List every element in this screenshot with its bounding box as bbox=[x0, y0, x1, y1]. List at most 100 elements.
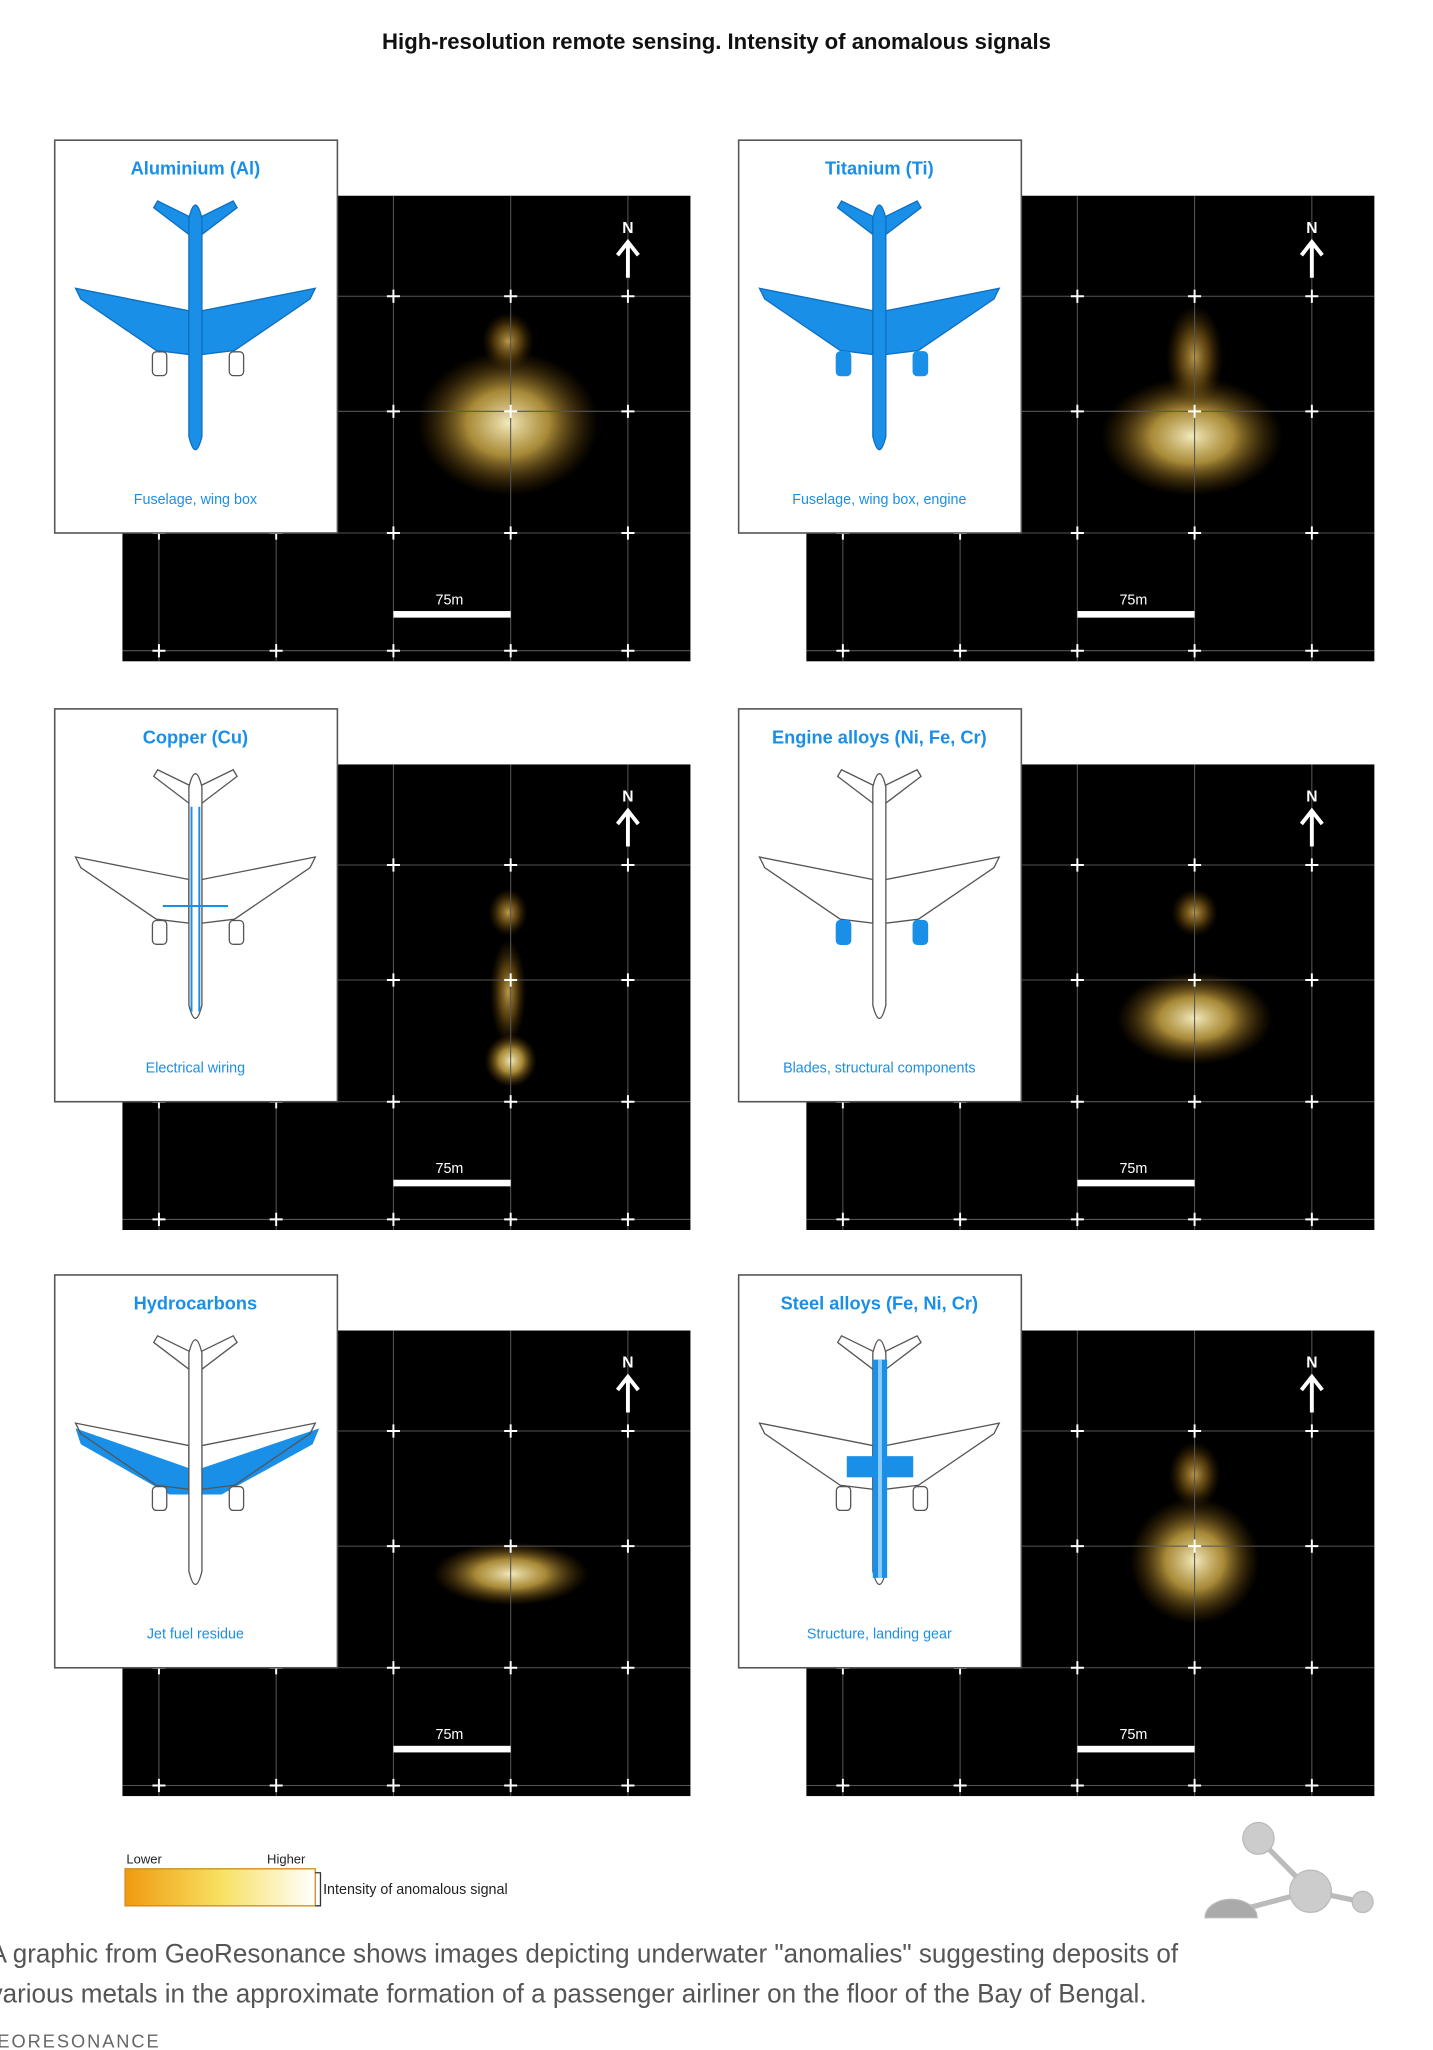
grid-cross bbox=[269, 644, 283, 658]
grid-cross bbox=[621, 1778, 635, 1793]
panel: N 75m Copper (Cu) Electrical wiring bbox=[53, 708, 691, 1230]
grid-cross bbox=[1188, 1095, 1202, 1109]
grid-cross bbox=[1305, 858, 1319, 872]
north-arrow bbox=[1299, 238, 1324, 278]
engine bbox=[835, 1485, 852, 1512]
airplane bbox=[74, 768, 317, 1020]
grid-cross bbox=[621, 644, 635, 658]
grid-cross bbox=[1070, 1212, 1084, 1227]
grid-cross bbox=[1070, 289, 1084, 303]
grid-cross bbox=[1070, 858, 1084, 872]
engine bbox=[151, 919, 168, 945]
grid-cross bbox=[1188, 1661, 1202, 1675]
grid-cross bbox=[386, 1095, 400, 1109]
grid-cross bbox=[1070, 644, 1084, 658]
north-arrow bbox=[615, 807, 640, 847]
airplane bbox=[758, 1334, 1001, 1586]
legend: Lower Higher Intensity of anomalous sign… bbox=[124, 1851, 508, 1907]
title: High-resolution remote sensing. Intensit… bbox=[382, 29, 1051, 54]
grid-cross bbox=[1070, 1095, 1084, 1109]
scale-bar bbox=[393, 611, 511, 618]
grid-cross bbox=[1305, 644, 1319, 658]
grid-cross bbox=[152, 1212, 166, 1227]
airplane bbox=[758, 200, 1001, 451]
element-name: Engine alloys (Ni, Fe, Cr) bbox=[772, 726, 987, 747]
panel: N 75m Aluminium (Al) Fuselage, wing box bbox=[53, 139, 691, 662]
highlight bbox=[878, 1359, 882, 1578]
grid-cross bbox=[152, 644, 166, 658]
element-description: Structure, landing gear bbox=[807, 1627, 952, 1643]
engine bbox=[228, 351, 245, 377]
grid-cross bbox=[269, 1212, 283, 1227]
engine bbox=[912, 1485, 929, 1512]
grid-cross bbox=[621, 289, 635, 303]
grid-cross bbox=[386, 526, 400, 540]
anomaly-glow bbox=[416, 350, 600, 496]
element-description: Fuselage, wing box, engine bbox=[792, 492, 966, 508]
grid-cross bbox=[386, 1661, 400, 1675]
engine bbox=[151, 351, 168, 377]
grid-cross bbox=[504, 1778, 518, 1793]
grid-cross bbox=[953, 644, 967, 658]
element-description: Fuselage, wing box bbox=[134, 492, 258, 508]
grid-cross bbox=[1305, 404, 1319, 418]
grid-cross bbox=[269, 1778, 283, 1793]
element-name: Steel alloys (Fe, Ni, Cr) bbox=[781, 1292, 978, 1313]
grid-cross bbox=[621, 526, 635, 540]
engine bbox=[912, 351, 929, 377]
scale-label: 75m bbox=[436, 1727, 464, 1743]
tail bbox=[152, 200, 238, 237]
grid-cross bbox=[836, 1212, 850, 1227]
scale-label: 75m bbox=[1119, 1727, 1147, 1743]
grid-cross bbox=[1070, 1778, 1084, 1793]
grid-cross bbox=[504, 1424, 518, 1438]
fuselage bbox=[188, 1339, 203, 1586]
grid-cross bbox=[1188, 289, 1202, 303]
panel: N 75m Titanium (Ti) Fuselage, wing box, eng… bbox=[737, 139, 1375, 662]
airplane bbox=[74, 200, 317, 451]
grid-cross bbox=[621, 1424, 635, 1438]
grid-cross bbox=[621, 1661, 635, 1675]
grid-cross bbox=[621, 973, 635, 987]
north-label: N bbox=[1306, 1354, 1317, 1371]
panel: N 75m Steel alloys (Fe, Ni, Cr) Structure, … bbox=[737, 1274, 1375, 1797]
north-label: N bbox=[622, 788, 633, 805]
legend-gradient bbox=[124, 1868, 316, 1907]
grid-cross bbox=[386, 404, 400, 418]
tail bbox=[836, 1334, 922, 1371]
grid-cross bbox=[1188, 644, 1202, 658]
grid-cross bbox=[1188, 526, 1202, 540]
grid-cross bbox=[386, 644, 400, 658]
grid-cross bbox=[1305, 526, 1319, 540]
anomaly-glow bbox=[1100, 376, 1284, 496]
north-label: N bbox=[1306, 788, 1317, 805]
tail bbox=[152, 1334, 238, 1371]
grid-cross bbox=[621, 1095, 635, 1109]
grid-cross bbox=[1188, 1778, 1202, 1793]
scale-label: 75m bbox=[1119, 1161, 1147, 1177]
grid-cross bbox=[1305, 289, 1319, 303]
credit: EORESONANCE bbox=[0, 2030, 161, 2050]
grid-cross bbox=[1305, 1539, 1319, 1553]
grid-cross bbox=[836, 1778, 850, 1793]
north-arrow bbox=[1299, 807, 1324, 847]
grid-cross bbox=[953, 1778, 967, 1793]
scale-bar bbox=[393, 1179, 511, 1187]
grid-cross bbox=[1070, 404, 1084, 418]
north-arrow bbox=[1299, 1373, 1324, 1413]
scale-label: 75m bbox=[1119, 592, 1147, 608]
grid-cross bbox=[504, 644, 518, 658]
element-description: Jet fuel residue bbox=[147, 1627, 244, 1643]
scale-bar bbox=[1077, 611, 1195, 618]
fuselage bbox=[872, 773, 887, 1020]
grid-cross bbox=[386, 1539, 400, 1553]
grid-cross bbox=[504, 404, 518, 418]
north-arrow bbox=[615, 1373, 640, 1413]
grid-cross bbox=[1188, 858, 1202, 872]
anomaly-glow bbox=[482, 312, 535, 371]
grid-cross bbox=[836, 644, 850, 658]
caption-line: various metals in the approximate format… bbox=[0, 1978, 1147, 2008]
grid-cross bbox=[1188, 1212, 1202, 1227]
grid-cross bbox=[1305, 1212, 1319, 1227]
caption-line: A graphic from GeoResonance shows images… bbox=[0, 1939, 1179, 1969]
